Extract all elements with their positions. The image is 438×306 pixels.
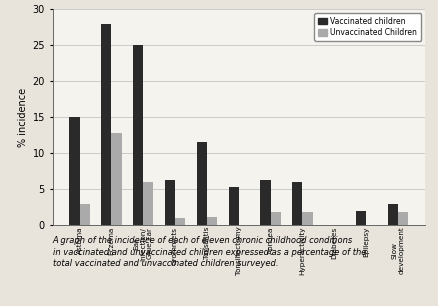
Bar [101,24,112,225]
Bar [112,133,122,225]
Bar [292,182,302,225]
Bar [260,180,271,225]
Bar [165,180,175,225]
Bar [175,218,185,225]
Legend: Vaccinated children, Unvaccinated Children: Vaccinated children, Unvaccinated Childr… [314,13,421,41]
Bar [271,212,281,225]
Bar [398,212,408,225]
Bar [70,117,80,225]
Bar [80,204,90,225]
Bar [388,204,398,225]
Bar [356,211,366,225]
Text: A graph of the incidence of each of eleven chronic childhood conditions
in vacci: A graph of the incidence of each of elev… [53,236,366,268]
Bar [133,45,143,225]
Bar [197,142,207,225]
Bar [143,182,153,225]
Bar [229,187,239,225]
Bar [207,217,217,225]
Bar [302,212,312,225]
Y-axis label: % incidence: % incidence [18,88,28,147]
